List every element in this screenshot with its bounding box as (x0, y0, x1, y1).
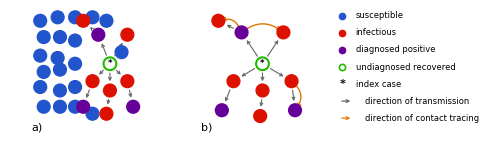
Circle shape (115, 46, 128, 59)
Circle shape (77, 14, 90, 27)
Circle shape (104, 84, 117, 97)
Circle shape (34, 81, 46, 93)
Circle shape (216, 104, 228, 117)
Circle shape (86, 75, 99, 88)
Circle shape (92, 28, 104, 41)
Text: infectious: infectious (356, 28, 397, 37)
Circle shape (121, 28, 134, 41)
Circle shape (54, 100, 66, 113)
Circle shape (227, 75, 240, 88)
Circle shape (68, 34, 82, 47)
Text: a): a) (31, 122, 42, 132)
Circle shape (34, 49, 46, 62)
Circle shape (68, 57, 82, 70)
Text: direction of contact tracing: direction of contact tracing (364, 114, 479, 123)
Circle shape (52, 11, 64, 24)
Circle shape (100, 14, 113, 27)
Text: direction of transmission: direction of transmission (364, 97, 469, 106)
Circle shape (86, 107, 99, 120)
Circle shape (52, 52, 64, 64)
Circle shape (38, 65, 50, 78)
Circle shape (86, 11, 99, 24)
Circle shape (54, 84, 66, 97)
Text: *: * (340, 79, 345, 89)
Text: index case: index case (356, 80, 401, 89)
Circle shape (212, 14, 224, 27)
Circle shape (77, 100, 90, 113)
Circle shape (38, 31, 50, 43)
Circle shape (121, 75, 134, 88)
Circle shape (285, 75, 298, 88)
Circle shape (54, 63, 66, 76)
Circle shape (68, 11, 82, 24)
Text: b): b) (201, 122, 212, 132)
Text: *: * (108, 59, 112, 68)
Circle shape (256, 84, 269, 97)
Text: diagnosed positive: diagnosed positive (356, 45, 435, 55)
Circle shape (127, 100, 140, 113)
Text: *: * (260, 59, 265, 68)
Circle shape (277, 26, 290, 39)
Circle shape (288, 104, 302, 117)
Circle shape (235, 26, 248, 39)
Circle shape (68, 81, 82, 93)
Circle shape (254, 110, 266, 122)
Circle shape (38, 100, 50, 113)
Circle shape (34, 14, 46, 27)
Circle shape (68, 100, 82, 113)
Text: undiagnosed recovered: undiagnosed recovered (356, 62, 456, 72)
Circle shape (100, 107, 113, 120)
Text: susceptible: susceptible (356, 11, 404, 20)
Circle shape (54, 31, 66, 43)
